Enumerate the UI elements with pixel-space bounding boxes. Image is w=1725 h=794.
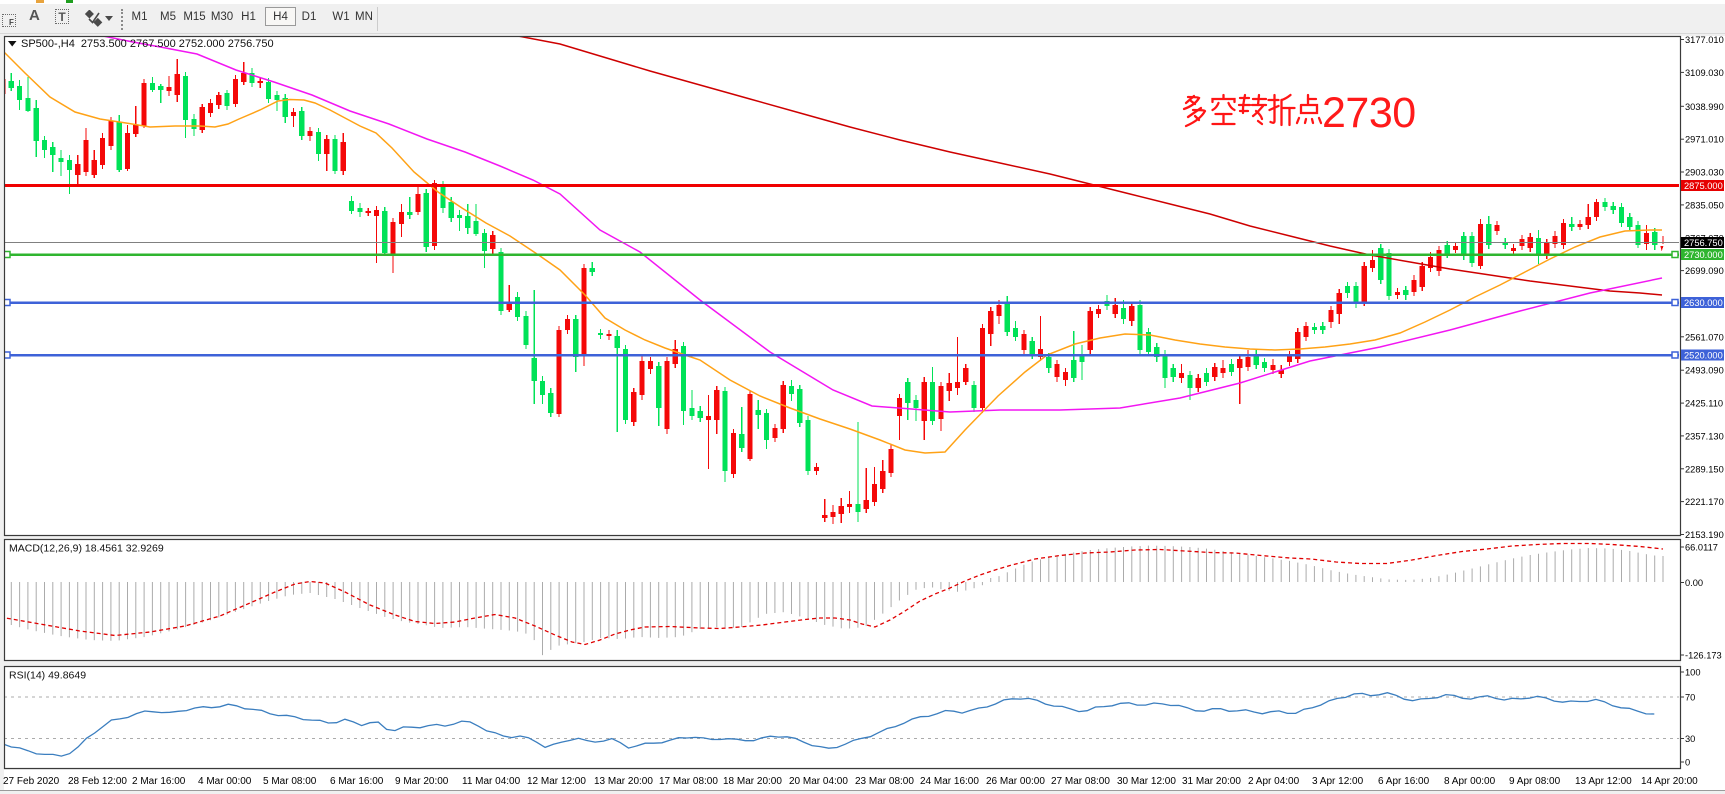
svg-text:2903.030: 2903.030 (1685, 168, 1724, 178)
svg-text:27 Feb 2020: 27 Feb 2020 (3, 776, 60, 787)
svg-text:2561.070: 2561.070 (1685, 332, 1724, 342)
svg-text:31 Mar 20:00: 31 Mar 20:00 (1182, 776, 1241, 787)
svg-text:9 Apr 08:00: 9 Apr 08:00 (1509, 776, 1561, 787)
svg-text:3109.030: 3109.030 (1685, 68, 1724, 78)
svg-text:2 Mar 16:00: 2 Mar 16:00 (132, 776, 186, 787)
svg-text:17 Mar 08:00: 17 Mar 08:00 (659, 776, 718, 787)
svg-text:70: 70 (1685, 693, 1695, 703)
svg-text:2520.000: 2520.000 (1684, 350, 1723, 360)
svg-text:2835.050: 2835.050 (1685, 200, 1724, 210)
svg-text:6 Mar 16:00: 6 Mar 16:00 (330, 776, 384, 787)
svg-text:4 Mar 00:00: 4 Mar 00:00 (198, 776, 252, 787)
svg-text:13 Mar 20:00: 13 Mar 20:00 (594, 776, 653, 787)
svg-text:2221.170: 2221.170 (1685, 497, 1724, 507)
svg-text:8 Apr 00:00: 8 Apr 00:00 (1444, 776, 1496, 787)
svg-text:100: 100 (1685, 668, 1701, 678)
svg-text:0: 0 (1685, 758, 1690, 768)
svg-text:2357.130: 2357.130 (1685, 431, 1724, 441)
svg-text:24 Mar 16:00: 24 Mar 16:00 (920, 776, 979, 787)
svg-text:2875.000: 2875.000 (1684, 181, 1723, 191)
svg-text:2756.750: 2756.750 (1684, 238, 1723, 248)
svg-text:2630.000: 2630.000 (1684, 298, 1723, 308)
svg-text:SP500-,H4 2753.500 2767.500 2: SP500-,H4 2753.500 2767.500 2752.000 275… (21, 38, 274, 50)
svg-text:30: 30 (1685, 734, 1695, 744)
svg-text:20 Mar 04:00: 20 Mar 04:00 (789, 776, 848, 787)
svg-text:18 Mar 20:00: 18 Mar 20:00 (723, 776, 782, 787)
svg-text:66.0117: 66.0117 (1685, 543, 1718, 553)
svg-text:-126.173: -126.173 (1685, 651, 1722, 661)
svg-text:12 Mar 12:00: 12 Mar 12:00 (527, 776, 586, 787)
svg-text:28 Feb 12:00: 28 Feb 12:00 (68, 776, 127, 787)
svg-text:26 Mar 00:00: 26 Mar 00:00 (986, 776, 1045, 787)
svg-text:5 Mar 08:00: 5 Mar 08:00 (263, 776, 317, 787)
svg-text:MACD(12,26,9) 18.4561 32.9269: MACD(12,26,9) 18.4561 32.9269 (9, 543, 164, 555)
svg-text:9 Mar 20:00: 9 Mar 20:00 (395, 776, 449, 787)
svg-text:2730: 2730 (1322, 89, 1416, 137)
svg-text:3177.010: 3177.010 (1685, 35, 1724, 45)
svg-text:30 Mar 12:00: 30 Mar 12:00 (1117, 776, 1176, 787)
svg-text:3038.990: 3038.990 (1685, 102, 1724, 112)
svg-text:2493.090: 2493.090 (1685, 366, 1724, 376)
svg-text:23 Mar 08:00: 23 Mar 08:00 (855, 776, 914, 787)
svg-text:2699.090: 2699.090 (1685, 266, 1724, 276)
svg-text:14 Apr 20:00: 14 Apr 20:00 (1641, 776, 1698, 787)
svg-text:0.00: 0.00 (1685, 578, 1703, 588)
svg-text:2 Apr 04:00: 2 Apr 04:00 (1248, 776, 1300, 787)
svg-text:2730.000: 2730.000 (1684, 250, 1723, 260)
svg-text:27 Mar 08:00: 27 Mar 08:00 (1051, 776, 1110, 787)
svg-text:13 Apr 12:00: 13 Apr 12:00 (1575, 776, 1632, 787)
svg-text:6 Apr 16:00: 6 Apr 16:00 (1378, 776, 1430, 787)
svg-text:11 Mar 04:00: 11 Mar 04:00 (462, 776, 521, 787)
svg-text:2289.150: 2289.150 (1685, 464, 1724, 474)
svg-text:3 Apr 12:00: 3 Apr 12:00 (1312, 776, 1364, 787)
svg-text:RSI(14) 49.8649: RSI(14) 49.8649 (9, 670, 86, 682)
svg-text:2153.190: 2153.190 (1685, 530, 1724, 540)
svg-text:2425.110: 2425.110 (1685, 399, 1723, 409)
svg-text:2971.010: 2971.010 (1685, 135, 1724, 145)
